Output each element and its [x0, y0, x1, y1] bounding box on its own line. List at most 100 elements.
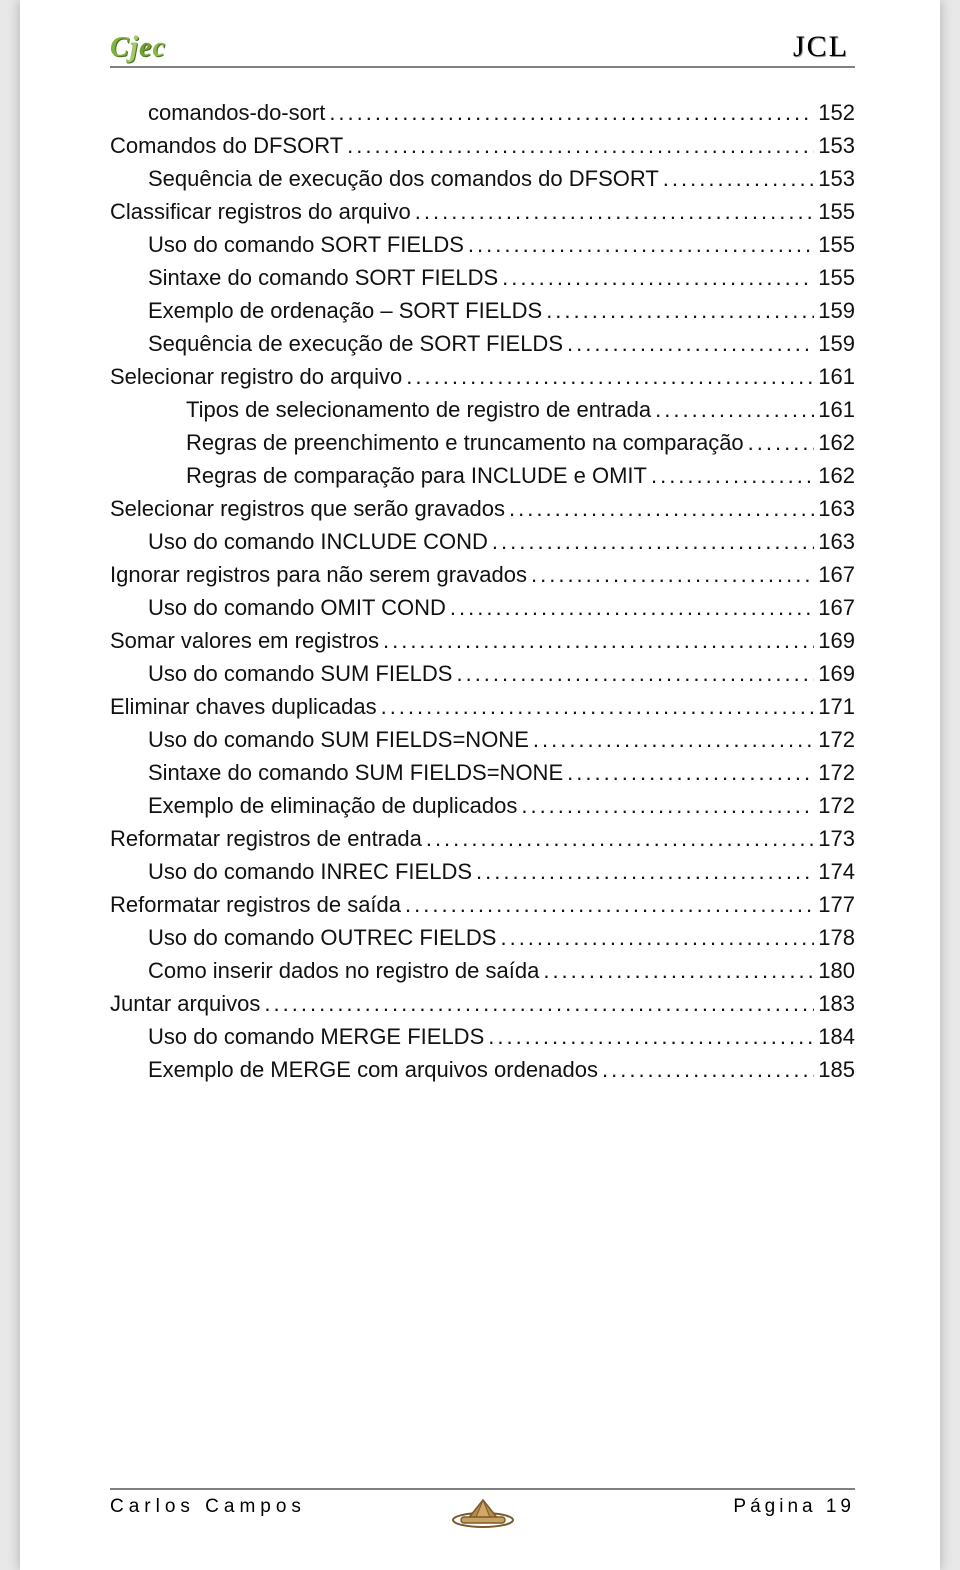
toc-leader-dots — [509, 498, 814, 520]
toc-leader-dots — [415, 201, 815, 223]
toc-leader-dots — [329, 102, 814, 124]
toc-entry-label: Regras de preenchimento e truncamento na… — [186, 432, 744, 454]
toc-leader-dots — [488, 1026, 814, 1048]
toc-entry-page: 162 — [818, 432, 855, 454]
table-of-contents: comandos-do-sort152 Comandos do DFSORT 153… — [110, 102, 855, 1081]
toc-entry[interactable]: Uso do comando INREC FIELDS174 — [148, 861, 855, 883]
toc-entry[interactable]: Selecionar registros que serão gravados1… — [110, 498, 855, 520]
toc-entry-label: Tipos de selecionamento de registro de e… — [186, 399, 651, 421]
toc-entry-label: Uso do comando INCLUDE COND — [148, 531, 488, 553]
toc-entry-page: 161 — [818, 366, 855, 388]
toc-entry-label: Sequência de execução dos comandos do DF… — [148, 168, 659, 190]
toc-entry-label: Uso do comando SUM FIELDS — [148, 663, 452, 685]
toc-leader-dots — [347, 135, 814, 157]
toc-entry[interactable]: Como inserir dados no registro de saída1… — [148, 960, 855, 982]
toc-entry[interactable]: Exemplo de eliminação de duplicados 172 — [148, 795, 855, 817]
toc-entry[interactable]: Exemplo de MERGE com arquivos ordenados1… — [148, 1059, 855, 1081]
toc-leader-dots — [383, 630, 814, 652]
toc-entry[interactable]: Uso do comando SORT FIELDS155 — [148, 234, 855, 256]
toc-entry[interactable]: Eliminar chaves duplicadas171 — [110, 696, 855, 718]
toc-entry-label: Ignorar registros para não serem gravado… — [110, 564, 527, 586]
toc-entry-page: 153 — [818, 168, 855, 190]
toc-entry[interactable]: Somar valores em registros169 — [110, 630, 855, 652]
toc-entry-page: 163 — [818, 531, 855, 553]
toc-entry[interactable]: Uso do comando SUM FIELDS 169 — [148, 663, 855, 685]
toc-entry[interactable]: Classificar registros do arquivo 155 — [110, 201, 855, 223]
page-footer: Carlos Campos Página 19 — [110, 1488, 855, 1518]
toc-leader-dots — [543, 960, 814, 982]
toc-leader-dots — [406, 366, 814, 388]
toc-leader-dots — [476, 861, 814, 883]
toc-entry-label: Uso do comando MERGE FIELDS — [148, 1026, 484, 1048]
toc-entry-page: 172 — [818, 795, 855, 817]
logo-letter: c — [152, 32, 164, 64]
toc-entry-label: Sequência de execução de SORT FIELDS — [148, 333, 563, 355]
toc-entry[interactable]: Sintaxe do comando SORT FIELDS155 — [148, 267, 855, 289]
logo-letter: j — [130, 30, 138, 64]
toc-entry-page: 161 — [818, 399, 855, 421]
toc-entry-page: 159 — [818, 333, 855, 355]
toc-entry-page: 180 — [818, 960, 855, 982]
toc-entry[interactable]: comandos-do-sort152 — [148, 102, 855, 124]
toc-entry-label: Sintaxe do comando SUM FIELDS=NONE — [148, 762, 563, 784]
toc-entry[interactable]: Tipos de selecionamento de registro de e… — [186, 399, 855, 421]
toc-entry[interactable]: Uso do comando OMIT COND 167 — [148, 597, 855, 619]
toc-entry[interactable]: Regras de preenchimento e truncamento na… — [186, 432, 855, 454]
toc-leader-dots — [381, 696, 815, 718]
toc-entry-page: 169 — [818, 663, 855, 685]
toc-entry[interactable]: Sequência de execução dos comandos do DF… — [148, 168, 855, 190]
toc-entry-page: 169 — [818, 630, 855, 652]
toc-entry-label: Classificar registros do arquivo — [110, 201, 411, 223]
toc-entry-page: 185 — [818, 1059, 855, 1081]
toc-entry[interactable]: Uso do comando MERGE FIELDS 184 — [148, 1026, 855, 1048]
toc-entry-page: 155 — [818, 201, 855, 223]
toc-entry-label: Uso do comando SORT FIELDS — [148, 234, 464, 256]
footer-author: Carlos Campos — [110, 1496, 306, 1518]
toc-entry-label: Exemplo de ordenação – SORT FIELDS — [148, 300, 542, 322]
toc-entry-label: Uso do comando OUTREC FIELDS — [148, 927, 496, 949]
toc-entry-page: 152 — [818, 102, 855, 124]
toc-leader-dots — [533, 729, 814, 751]
toc-leader-dots — [492, 531, 814, 553]
toc-entry[interactable]: Sintaxe do comando SUM FIELDS=NONE172 — [148, 762, 855, 784]
toc-entry-page: 153 — [818, 135, 855, 157]
toc-entry-page: 183 — [818, 993, 855, 1015]
toc-entry[interactable]: Exemplo de ordenação – SORT FIELDS 159 — [148, 300, 855, 322]
toc-entry[interactable]: Juntar arquivos183 — [110, 993, 855, 1015]
toc-entry[interactable]: Ignorar registros para não serem gravado… — [110, 564, 855, 586]
toc-entry-page: 172 — [818, 729, 855, 751]
toc-entry-label: Sintaxe do comando SORT FIELDS — [148, 267, 498, 289]
footer-logo-icon — [447, 1494, 519, 1535]
toc-entry-label: Regras de comparação para INCLUDE e OMIT — [186, 465, 647, 487]
toc-entry[interactable]: Reformatar registros de saída177 — [110, 894, 855, 916]
logo-letter: e — [139, 32, 151, 64]
toc-entry[interactable]: Sequência de execução de SORT FIELDS 159 — [148, 333, 855, 355]
toc-leader-dots — [450, 597, 814, 619]
toc-leader-dots — [567, 762, 814, 784]
logo-letter: C — [110, 32, 129, 64]
toc-entry[interactable]: Regras de comparação para INCLUDE e OMIT… — [186, 465, 855, 487]
toc-leader-dots — [521, 795, 814, 817]
toc-leader-dots — [531, 564, 814, 586]
toc-entry-page: 174 — [818, 861, 855, 883]
toc-entry[interactable]: Uso do comando INCLUDE COND 163 — [148, 531, 855, 553]
toc-entry[interactable]: Uso do comando SUM FIELDS=NONE 172 — [148, 729, 855, 751]
toc-entry-label: Exemplo de eliminação de duplicados — [148, 795, 517, 817]
toc-entry-label: Eliminar chaves duplicadas — [110, 696, 377, 718]
toc-entry-page: 184 — [818, 1026, 855, 1048]
toc-entry-page: 159 — [818, 300, 855, 322]
toc-entry-page: 162 — [818, 465, 855, 487]
toc-leader-dots — [663, 168, 815, 190]
toc-entry[interactable]: Reformatar registros de entrada173 — [110, 828, 855, 850]
toc-entry[interactable]: Selecionar registro do arquivo161 — [110, 366, 855, 388]
toc-entry-label: Comandos do DFSORT — [110, 135, 343, 157]
toc-leader-dots — [426, 828, 814, 850]
header-title: JCL — [793, 30, 855, 64]
toc-entry-page: 167 — [818, 597, 855, 619]
toc-entry-page: 167 — [818, 564, 855, 586]
toc-entry-label: Selecionar registros que serão gravados — [110, 498, 505, 520]
toc-entry-label: Uso do comando SUM FIELDS=NONE — [148, 729, 529, 751]
toc-entry[interactable]: Uso do comando OUTREC FIELDS178 — [148, 927, 855, 949]
toc-entry[interactable]: Comandos do DFSORT 153 — [110, 135, 855, 157]
toc-entry-label: Uso do comando OMIT COND — [148, 597, 446, 619]
